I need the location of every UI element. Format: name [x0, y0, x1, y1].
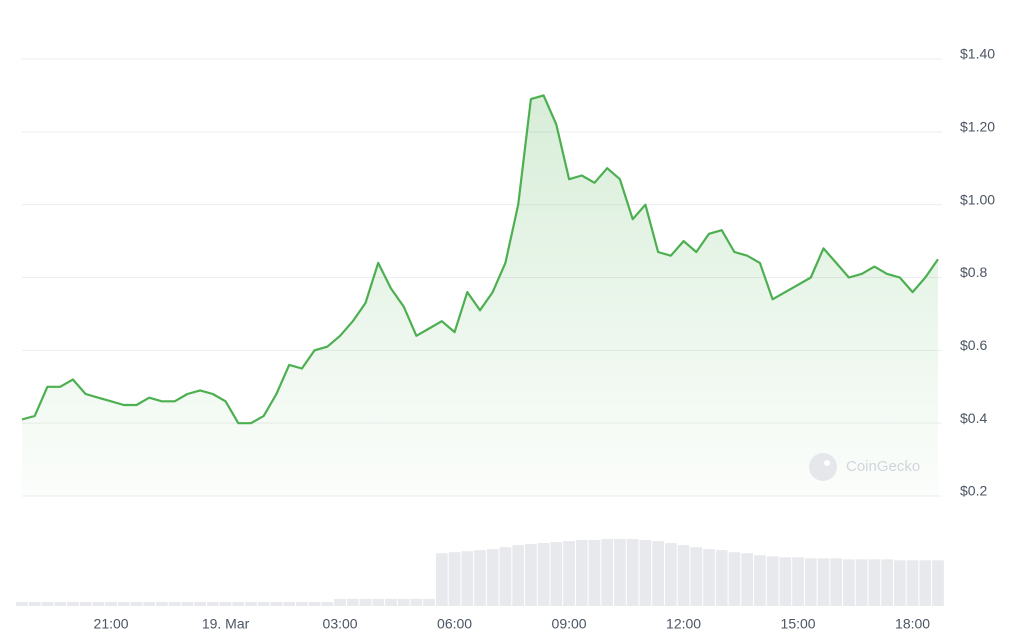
volume-bar: [474, 550, 486, 606]
volume-bar: [906, 560, 919, 606]
volume-bar: [550, 542, 563, 606]
volume-bar: [766, 556, 779, 606]
volume-bar: [232, 601, 245, 606]
volume-bar: [703, 549, 715, 606]
volume-bar: [881, 559, 893, 606]
x-tick-label: 06:00: [437, 616, 472, 632]
volume-bar: [296, 601, 308, 606]
volume-bar: [677, 545, 690, 606]
volume-bar: [28, 601, 41, 606]
volume-bar: [435, 553, 448, 606]
volume-bar: [563, 541, 575, 606]
volume-bar: [219, 601, 232, 606]
volume-bar: [779, 557, 792, 606]
volume-bar: [575, 540, 588, 606]
volume-bar: [16, 601, 28, 606]
volume-bar: [257, 601, 270, 606]
x-tick-label: 09:00: [552, 616, 587, 632]
volume-bar: [486, 549, 499, 606]
volume-bar: [448, 552, 461, 606]
volume-bar: [156, 601, 168, 606]
volume-bar: [919, 560, 932, 606]
volume-bar: [321, 601, 334, 606]
volume-bar: [194, 601, 206, 606]
volume-bar: [512, 545, 525, 606]
y-tick-label: $0.6: [960, 337, 987, 353]
volume-bar: [461, 551, 474, 606]
price-line: [21, 94, 939, 425]
volume-bar: [143, 601, 156, 606]
volume-bar: [830, 558, 843, 606]
volume-bar: [754, 555, 766, 606]
y-tick-label: $1.00: [960, 191, 995, 207]
volume-bar: [843, 559, 855, 606]
volume-bar: [334, 598, 346, 606]
y-tick-label: $0.4: [960, 410, 987, 426]
volume-bar: [601, 539, 614, 606]
volume-bar: [804, 558, 817, 606]
x-tick-label: 15:00: [781, 616, 816, 632]
watermark-logo: [809, 453, 837, 481]
volume-bar: [385, 598, 397, 606]
watermark: CoinGecko: [846, 458, 920, 475]
volume-bar: [41, 601, 54, 606]
volume-bar: [54, 601, 67, 606]
volume-bar: [525, 544, 537, 606]
volume-bar: [893, 560, 906, 606]
volume-bar: [130, 601, 143, 606]
y-tick-label: $1.20: [960, 119, 995, 135]
volume-bar: [67, 601, 79, 606]
volume-bar: [868, 559, 881, 606]
volume-bar: [372, 598, 385, 606]
volume-bar: [79, 601, 92, 606]
volume-bar: [537, 543, 550, 606]
volume-bar: [117, 601, 130, 606]
volume-bar: [105, 601, 117, 606]
volume-bar: [359, 598, 372, 606]
y-tick-label: $0.8: [960, 264, 987, 280]
volume-bar: [728, 552, 741, 606]
volume-bar: [639, 540, 652, 606]
volume-bar: [346, 598, 359, 606]
x-tick-label: 19. Mar: [202, 616, 250, 632]
volume-bar: [270, 601, 283, 606]
volume-bar: [588, 540, 601, 606]
volume-bar: [499, 547, 512, 606]
volume-bar: [792, 557, 804, 606]
volume-bar: [690, 547, 703, 606]
x-tick-label: 12:00: [666, 616, 701, 632]
y-tick-label: $1.40: [960, 46, 995, 62]
volume-bar: [932, 560, 944, 606]
volume-bar: [626, 539, 639, 606]
volume-bar: [410, 598, 423, 606]
volume-bar: [206, 601, 219, 606]
x-tick-label: 21:00: [94, 616, 129, 632]
volume-bar: [817, 558, 830, 606]
volume-bar: [181, 601, 194, 606]
volume-bar: [855, 559, 868, 606]
x-tick-label: 03:00: [323, 616, 358, 632]
volume-bar: [741, 553, 754, 606]
volume-bar: [652, 541, 664, 606]
volume-bar: [715, 550, 728, 606]
volume-bar: [397, 598, 410, 606]
y-tick-label: $0.2: [960, 483, 987, 499]
volume-bar: [423, 598, 435, 606]
volume-bar: [614, 539, 626, 606]
volume-bar: [308, 601, 321, 606]
volume-bar: [245, 601, 257, 606]
volume-bar: [92, 601, 105, 606]
volume-bar: [283, 601, 296, 606]
x-tick-label: 18:00: [895, 616, 930, 632]
volume-bar: [664, 543, 677, 606]
volume-bar: [168, 601, 181, 606]
price-area: [22, 95, 938, 497]
